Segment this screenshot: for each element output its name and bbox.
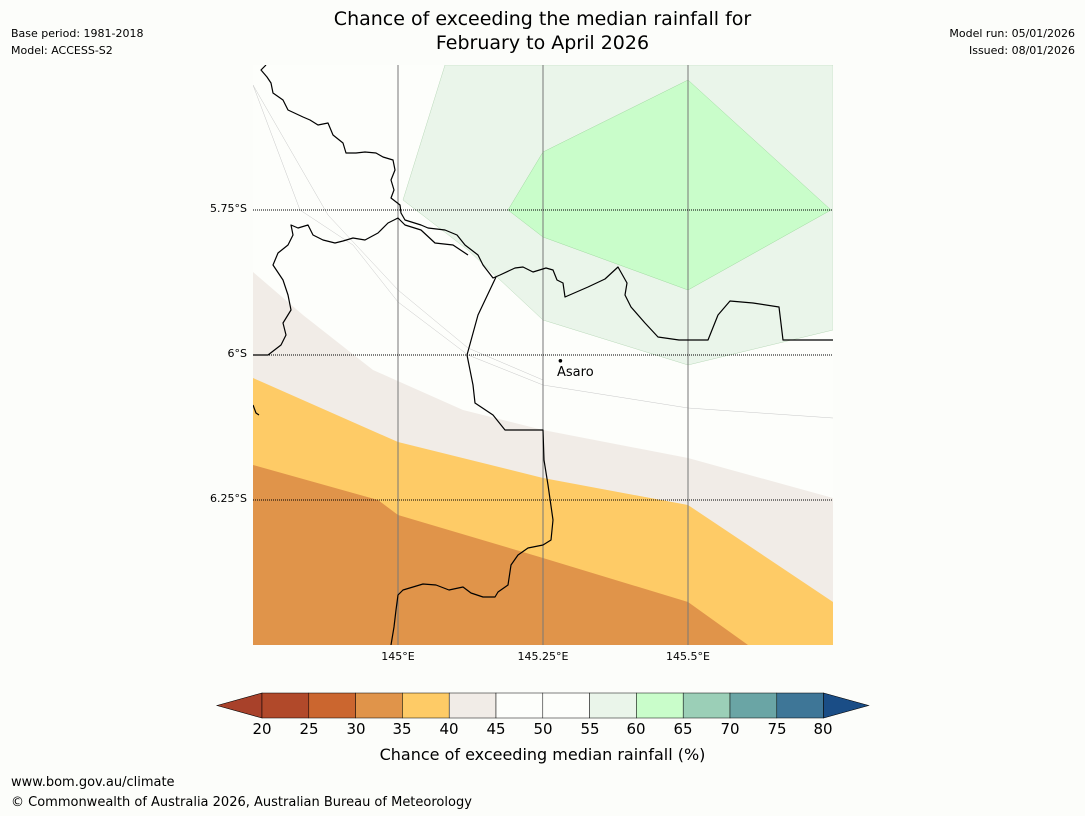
colorbar-cell bbox=[402, 692, 450, 719]
colorbar-cell bbox=[636, 692, 684, 719]
zone-25-30 bbox=[253, 465, 748, 645]
lon-label-145: 145°E bbox=[381, 650, 415, 663]
rainfall-map bbox=[253, 65, 833, 645]
colorbar-cell bbox=[448, 692, 497, 719]
map-title: Chance of exceeding the median rainfall … bbox=[0, 7, 1085, 55]
colorbar-extend-high bbox=[823, 692, 870, 719]
colorbar-tick: 75 bbox=[767, 720, 787, 738]
colorbar-tick: 60 bbox=[626, 720, 646, 738]
colorbar-label: Chance of exceeding median rainfall (%) bbox=[0, 745, 1085, 764]
colorbar-tick: 80 bbox=[813, 720, 833, 738]
colorbar-tick: 25 bbox=[299, 720, 319, 738]
colorbar-cell bbox=[261, 692, 310, 719]
lat-label-6: 6°S bbox=[227, 347, 247, 360]
colorbar bbox=[215, 692, 870, 719]
colorbar-tick: 40 bbox=[439, 720, 459, 738]
colorbar-cell bbox=[589, 692, 637, 719]
colorbar-cell bbox=[776, 692, 824, 719]
colorbar-tick: 45 bbox=[486, 720, 506, 738]
colorbar-tick: 70 bbox=[720, 720, 740, 738]
colorbar-tick: 65 bbox=[673, 720, 693, 738]
colorbar-extend-low bbox=[215, 692, 263, 719]
footer-url[interactable]: www.bom.gov.au/climate bbox=[11, 775, 175, 790]
lon-label-145-25: 145.25°E bbox=[517, 650, 569, 663]
colorbar-label-text: Chance of exceeding median rainfall (%) bbox=[379, 745, 706, 764]
colorbar-tick: 35 bbox=[392, 720, 412, 738]
lat-label-6-25: 6.25°S bbox=[210, 492, 247, 505]
colorbar-cell bbox=[355, 692, 403, 719]
colorbar-tick: 30 bbox=[346, 720, 366, 738]
lon-label-145-5: 145.5°E bbox=[666, 650, 710, 663]
metadata-left: Base period: 1981-2018 Model: ACCESS-S2 bbox=[11, 25, 143, 59]
colorbar-cell bbox=[729, 692, 778, 719]
issued-date: Issued: 08/01/2026 bbox=[968, 44, 1075, 57]
title-line-2: February to April 2026 bbox=[435, 32, 650, 54]
metadata-right: Model run: 05/01/2026 Issued: 08/01/2026 bbox=[949, 25, 1075, 59]
place-label-asaro: Asaro bbox=[557, 365, 594, 380]
graticule bbox=[253, 65, 833, 645]
province-borders bbox=[253, 65, 833, 645]
colorbar-cell bbox=[542, 692, 590, 719]
colorbar-cell bbox=[682, 692, 731, 719]
base-period: Base period: 1981-2018 bbox=[11, 27, 144, 40]
model-run: Model run: 05/01/2026 bbox=[949, 27, 1075, 40]
footer-copyright: © Commonwealth of Australia 2026, Austra… bbox=[11, 795, 472, 810]
model-name: Model: ACCESS-S2 bbox=[11, 44, 113, 57]
lat-label-5-75: 5.75°S bbox=[210, 202, 247, 215]
colorbar-tick: 20 bbox=[252, 720, 272, 738]
colorbar-tick: 50 bbox=[533, 720, 553, 738]
colorbar-tick: 55 bbox=[580, 720, 600, 738]
colorbar-cell bbox=[495, 692, 544, 719]
asaro-marker bbox=[558, 359, 563, 363]
colorbar-cell bbox=[308, 692, 356, 719]
title-line-1: Chance of exceeding the median rainfall … bbox=[333, 8, 752, 30]
